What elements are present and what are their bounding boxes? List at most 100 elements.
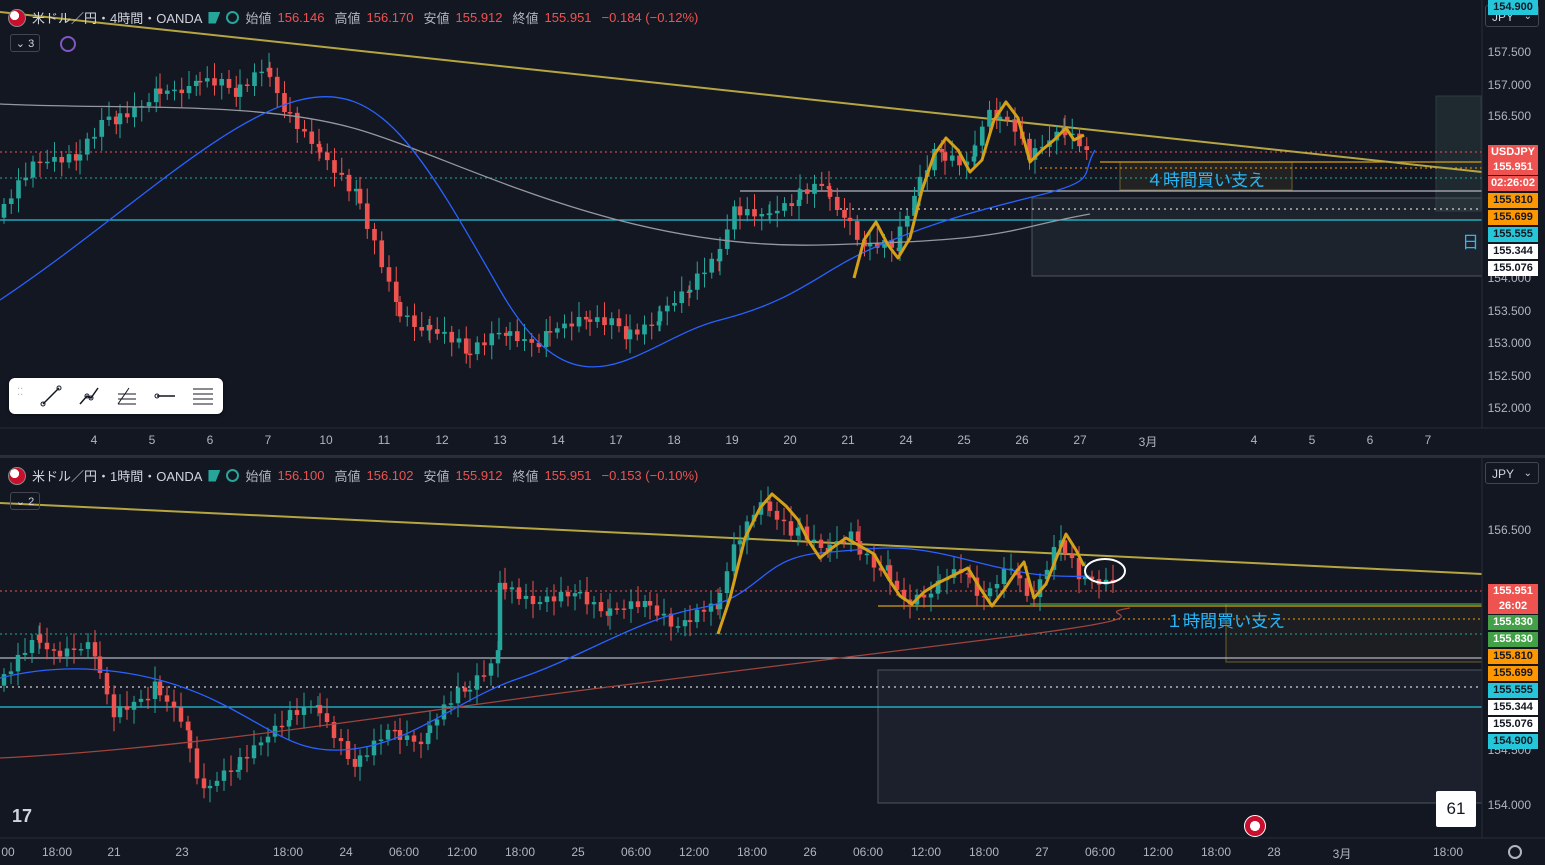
pane-divider[interactable]	[0, 455, 1545, 458]
candle-body	[193, 80, 199, 87]
tradingview-logo[interactable]: 17	[12, 806, 33, 826]
candle-body	[309, 131, 315, 144]
candle-body	[286, 720, 292, 727]
support-label-box	[1119, 161, 1293, 191]
symbol-title[interactable]: 米ドル／円・1時間・OANDA	[32, 469, 203, 484]
candle-body	[412, 315, 417, 327]
symbol-legend[interactable]: 米ドル／円・1時間・OANDA 始値 156.100 高値 156.102 安値 15…	[8, 466, 702, 485]
candle-body	[467, 353, 473, 356]
candle-body	[16, 180, 21, 199]
candle-body	[316, 143, 322, 148]
slow-moving-average	[0, 103, 1091, 246]
candle-body	[71, 648, 77, 650]
candle-body	[317, 147, 323, 153]
fast-moving-average	[0, 96, 1096, 368]
time-axis-label: 27	[1035, 845, 1049, 859]
candle-body	[434, 329, 440, 334]
candle-body	[411, 735, 417, 742]
candle-body	[117, 113, 123, 125]
candle-body	[558, 591, 564, 602]
candle-body	[117, 706, 123, 718]
candle-body	[301, 707, 307, 715]
candle-body	[1062, 127, 1068, 136]
symbol-title[interactable]: 米ドル／円・4時間・OANDA	[32, 11, 203, 26]
candle-body	[804, 189, 810, 194]
candle-body	[404, 735, 410, 740]
candle-body	[8, 198, 14, 204]
candle-body	[1, 203, 7, 218]
candle-body	[157, 88, 163, 94]
candle-body	[456, 338, 462, 343]
candle-body	[237, 84, 243, 97]
low-value: 155.912	[455, 468, 503, 483]
currency-selector[interactable]: JPY ⌄	[1485, 462, 1539, 484]
time-axis-label: 18:00	[1432, 845, 1464, 859]
candle-body	[737, 540, 743, 545]
candle-body	[52, 156, 57, 162]
horizontal-ray-tool-icon[interactable]	[153, 384, 177, 408]
candle-body	[878, 567, 884, 571]
highlight-circle	[1084, 558, 1126, 584]
time-axis-label: 10	[319, 433, 333, 447]
candle-body	[942, 152, 948, 161]
time-axis-label: 6	[1366, 433, 1374, 447]
price-chart-1h[interactable]	[0, 458, 1545, 865]
price-chart-4h[interactable]	[0, 0, 1545, 455]
wave-drawing	[716, 492, 1086, 635]
candle-body	[904, 215, 910, 227]
indicator-toggle[interactable]: ⌄ 2	[10, 492, 40, 510]
time-axis-label: 12:00	[910, 845, 942, 859]
candle-body	[827, 188, 833, 197]
candle-body	[855, 531, 861, 542]
candle-body	[233, 87, 239, 97]
candle-body	[37, 161, 43, 164]
candle-body	[965, 573, 971, 575]
price-tag: 155.076	[1488, 261, 1538, 276]
visibility-icon[interactable]	[226, 469, 240, 482]
candle-body	[642, 324, 647, 335]
time-axis-label: 06:00	[388, 845, 420, 859]
candle-body	[8, 671, 14, 675]
candle-body	[64, 648, 70, 657]
candle-body	[386, 267, 392, 282]
time-axis-label: 12:00	[678, 845, 710, 859]
indicator-toggle[interactable]: ⌄ 3	[10, 34, 40, 52]
candle-body	[529, 339, 535, 343]
candle-body	[474, 675, 480, 690]
candle-body	[30, 161, 36, 178]
settings-icon[interactable]	[1508, 845, 1522, 859]
time-axis-label: 6	[206, 433, 214, 447]
candle-body	[152, 681, 158, 700]
drag-handle-icon[interactable]: ⁚⁚	[17, 387, 24, 398]
candle-body	[811, 539, 817, 542]
candle-body	[267, 67, 273, 77]
candle-body	[22, 652, 28, 655]
time-axis-label: 18:00	[1200, 845, 1232, 859]
symbol-legend[interactable]: 米ドル／円・4時間・OANDA 始値 156.146 高値 156.170 安値 15…	[8, 8, 702, 27]
candle-body	[819, 183, 825, 186]
chart-pane-4h[interactable]: 米ドル／円・4時間・OANDA 始値 156.146 高値 156.170 安値 15…	[0, 0, 1545, 455]
candle-body	[427, 725, 433, 733]
visibility-icon[interactable]	[226, 11, 240, 24]
candle-body	[634, 329, 640, 335]
fib-tool-icon[interactable]	[115, 384, 139, 408]
us-economic-event-icon[interactable]	[1244, 815, 1266, 837]
bar-count-badge[interactable]: 61	[1436, 791, 1476, 827]
time-axis-label: 11	[377, 433, 391, 447]
candle-body	[489, 333, 495, 346]
candle-body	[627, 329, 633, 340]
candle-body	[635, 601, 641, 608]
trend-line-tool-icon[interactable]	[39, 384, 63, 408]
drawing-toolbar[interactable]: ⁚⁚	[9, 378, 223, 414]
candle-body	[332, 160, 337, 173]
price-axis-label: 157.500	[1487, 45, 1531, 59]
candle-body	[551, 596, 557, 602]
candle-body	[393, 281, 399, 302]
price-tag: USDJPY	[1488, 145, 1538, 160]
sync-icon[interactable]	[60, 36, 76, 52]
candle-body	[442, 331, 447, 334]
candle-body	[235, 769, 241, 772]
path-tool-icon[interactable]	[77, 384, 101, 408]
line-style-tool-icon[interactable]	[191, 384, 215, 408]
chart-pane-1h[interactable]: 米ドル／円・1時間・OANDA 始値 156.100 高値 156.102 安値 15…	[0, 458, 1545, 865]
